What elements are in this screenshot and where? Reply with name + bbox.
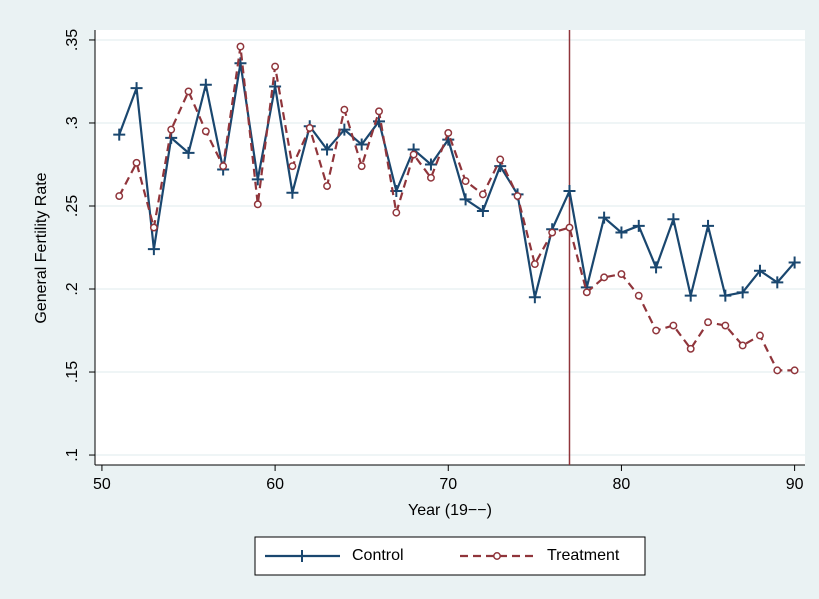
y-tick-label: .2	[64, 282, 81, 295]
point	[753, 264, 766, 277]
point	[632, 219, 645, 232]
legend-label: Control	[352, 547, 404, 564]
point	[478, 190, 487, 199]
point	[167, 125, 176, 134]
point	[149, 223, 158, 232]
x-axis-label: Year (19−−)	[408, 502, 492, 519]
point	[305, 124, 314, 132]
point	[719, 289, 732, 302]
point	[427, 173, 435, 182]
x-tick-label: 50	[93, 476, 111, 493]
point	[667, 213, 680, 226]
legend-item: Treatment	[460, 547, 620, 564]
point	[201, 127, 210, 136]
point	[236, 42, 245, 51]
x-tick-label: 70	[439, 476, 457, 493]
point	[756, 331, 764, 340]
series-line	[118, 46, 795, 372]
point	[652, 326, 661, 335]
series-line	[118, 63, 796, 298]
point	[721, 321, 730, 330]
y-tick-label: .35	[64, 29, 81, 51]
point	[598, 211, 611, 224]
point	[617, 270, 626, 279]
point	[738, 341, 747, 350]
point	[321, 143, 334, 156]
point	[271, 62, 280, 71]
point	[528, 291, 541, 304]
point	[513, 192, 522, 200]
point	[424, 158, 437, 171]
point	[130, 82, 143, 95]
point	[476, 204, 489, 217]
point	[392, 208, 401, 217]
x-tick-label: 60	[266, 476, 284, 493]
x-tick-label: 90	[786, 476, 804, 493]
plot-area	[95, 30, 805, 465]
x-tick-label: 80	[613, 476, 631, 493]
point	[323, 182, 331, 191]
point	[582, 288, 591, 297]
point	[184, 87, 193, 96]
point	[704, 318, 712, 327]
point	[269, 80, 282, 93]
point	[600, 273, 609, 282]
point	[340, 105, 349, 114]
y-tick-label: .3	[64, 116, 81, 129]
legend-marker	[296, 550, 308, 562]
y-tick-label: .25	[64, 195, 81, 217]
point	[563, 185, 576, 198]
point	[251, 173, 264, 186]
point	[565, 223, 574, 232]
point	[113, 128, 126, 141]
point	[788, 256, 801, 269]
y-tick-label: .1	[64, 448, 81, 461]
legend-label: Treatment	[547, 547, 620, 564]
point	[496, 155, 505, 164]
point	[355, 138, 368, 151]
point	[548, 228, 557, 237]
point	[736, 286, 749, 299]
point	[147, 243, 160, 256]
point	[286, 186, 299, 199]
point	[253, 200, 262, 209]
point	[409, 150, 418, 159]
point	[288, 162, 297, 171]
point	[702, 219, 715, 232]
point	[650, 261, 663, 274]
point	[461, 177, 470, 186]
point	[234, 57, 247, 70]
legend-marker	[493, 552, 501, 560]
point	[684, 289, 697, 302]
point	[182, 146, 195, 159]
point	[771, 276, 784, 289]
point	[773, 366, 782, 375]
y-tick-label: .15	[64, 361, 81, 383]
point	[615, 226, 628, 239]
point	[357, 162, 366, 171]
point	[634, 291, 643, 300]
y-axis-label: General Fertility Rate	[33, 172, 50, 323]
point	[375, 107, 383, 116]
point	[115, 192, 124, 200]
point	[686, 344, 695, 353]
legend-item: Control	[265, 547, 404, 564]
point	[132, 158, 141, 167]
point	[199, 78, 212, 91]
point	[669, 321, 678, 330]
point	[219, 162, 228, 171]
point	[530, 260, 539, 269]
point	[444, 128, 453, 137]
point	[459, 193, 472, 206]
point	[790, 366, 799, 375]
